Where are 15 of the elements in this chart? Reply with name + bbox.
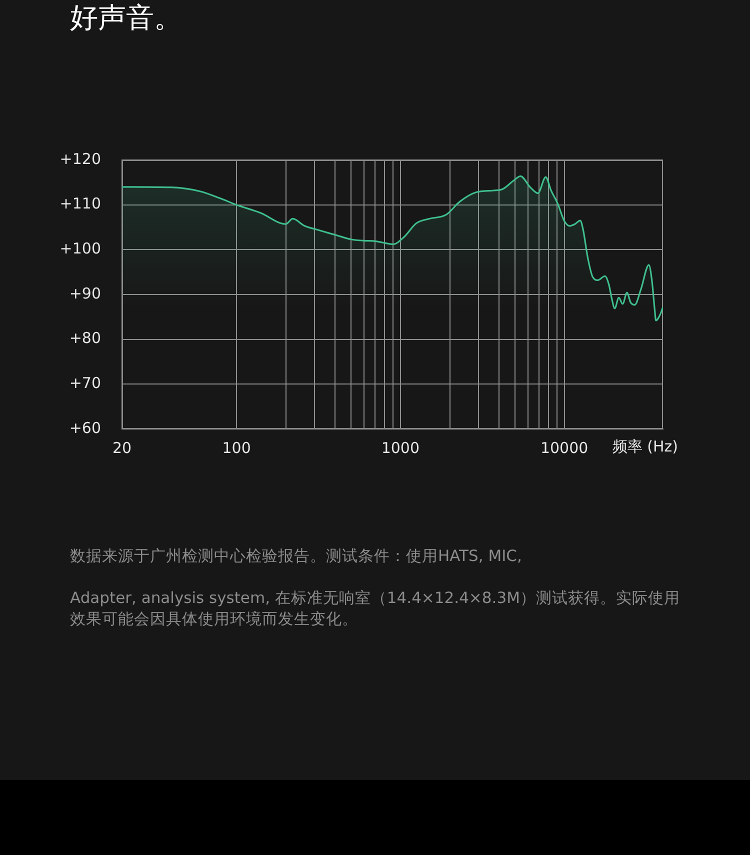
x-axis-title: 频率 (Hz) — [612, 437, 678, 456]
chart-title: 好声音。 — [70, 0, 182, 36]
x-tick-label: 1000 — [381, 438, 420, 457]
x-tick-label: 20 — [112, 438, 132, 457]
y-tick-label: +80 — [69, 329, 101, 348]
y-tick-label: +60 — [69, 418, 101, 437]
y-tick-label: +70 — [69, 374, 101, 392]
y-tick-label: +90 — [69, 284, 101, 302]
text: 数据来源于广州检测中心检验报告。测试条件：使用HATS, MIC, — [70, 546, 523, 567]
text: Adapter, analysis system, 在标准无响室（14.4×12.4×8.3M）测试获得。实际使用效果可能会因具体使用环境而发生变化。 — [70, 588, 681, 630]
x-tick-label: 10000 — [540, 438, 588, 457]
y-tick-label: +110 — [60, 194, 101, 213]
y-tick-label: +100 — [60, 240, 101, 258]
y-tick-label: +120 — [60, 150, 101, 168]
x-tick-label: 100 — [222, 438, 251, 457]
